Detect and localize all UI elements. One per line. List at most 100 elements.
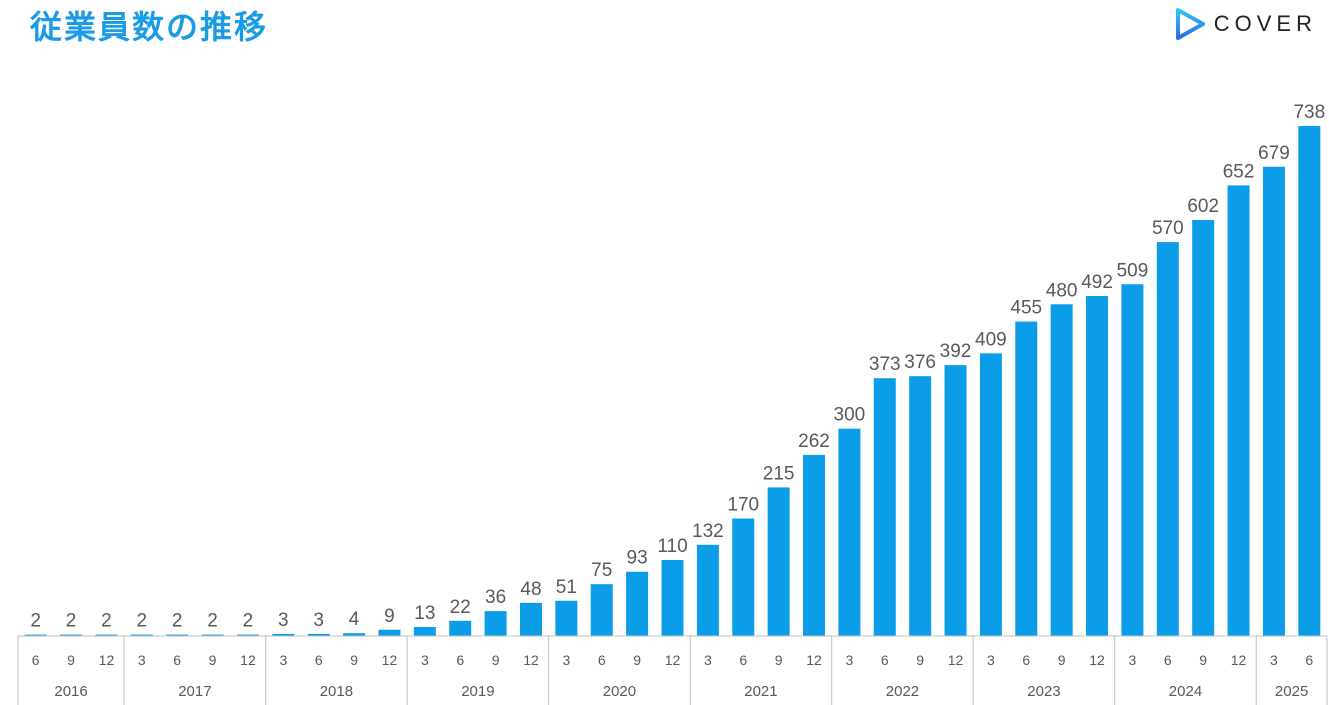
bar [1262, 166, 1285, 636]
cover-logo: COVER [1172, 6, 1317, 42]
data-label: 36 [485, 587, 506, 608]
data-label: 480 [1046, 280, 1078, 301]
data-label: 300 [834, 405, 866, 426]
bar [909, 376, 932, 636]
data-label: 409 [975, 329, 1007, 350]
bar [1227, 185, 1250, 636]
year-label: 2021 [744, 683, 777, 700]
month-tick-label: 6 [173, 652, 181, 668]
bar [1192, 219, 1215, 637]
month-tick-label: 12 [523, 652, 539, 668]
data-label: 602 [1187, 196, 1219, 217]
play-triangle-icon [1175, 8, 1205, 40]
month-tick-label: 9 [209, 652, 217, 668]
data-label: 93 [627, 548, 648, 569]
bar [236, 634, 259, 636]
year-label: 2022 [886, 683, 919, 700]
bar [449, 620, 472, 636]
data-label: 9 [384, 606, 395, 627]
month-tick-label: 6 [739, 652, 747, 668]
bar [1015, 321, 1038, 636]
month-tick-label: 3 [562, 652, 570, 668]
data-label: 13 [414, 603, 435, 624]
month-tick-label: 6 [32, 652, 40, 668]
month-tick-label: 6 [1022, 652, 1030, 668]
bar [661, 559, 684, 636]
bar [378, 629, 401, 636]
bar [519, 602, 542, 636]
month-tick-label: 9 [492, 652, 500, 668]
bar [1156, 242, 1179, 636]
bar [696, 544, 719, 636]
data-label: 373 [869, 354, 901, 375]
data-label: 2 [207, 611, 218, 632]
data-label: 262 [798, 431, 830, 452]
year-label: 2023 [1027, 683, 1060, 700]
data-label: 51 [556, 577, 577, 598]
bar [166, 634, 189, 636]
bar [626, 571, 649, 636]
month-tick-label: 9 [1058, 652, 1066, 668]
month-tick-label: 9 [775, 652, 783, 668]
month-tick-label: 6 [881, 652, 889, 668]
data-label: 2 [243, 611, 254, 632]
month-tick-label: 6 [1164, 652, 1172, 668]
bar [873, 378, 896, 636]
data-label: 392 [940, 341, 972, 362]
bar [95, 634, 118, 636]
year-label: 2024 [1169, 683, 1202, 700]
bar [343, 633, 366, 636]
year-label: 2025 [1275, 683, 1308, 700]
bar [979, 353, 1002, 636]
page-title: 従業員数の推移 [30, 8, 269, 46]
data-label: 679 [1258, 143, 1290, 164]
month-tick-label: 3 [279, 652, 287, 668]
month-tick-label: 6 [456, 652, 464, 668]
data-label: 75 [591, 560, 612, 581]
month-tick-label: 6 [598, 652, 606, 668]
month-tick-label: 12 [1231, 652, 1247, 668]
month-tick-label: 12 [240, 652, 256, 668]
data-label: 652 [1223, 161, 1255, 182]
data-label: 132 [692, 521, 724, 542]
data-label: 215 [763, 463, 795, 484]
logo-text: COVER [1213, 11, 1317, 36]
year-label: 2018 [320, 683, 353, 700]
month-tick-label: 6 [315, 652, 323, 668]
data-label: 4 [349, 609, 360, 630]
data-label: 3 [313, 610, 324, 631]
data-label: 570 [1152, 218, 1184, 239]
month-tick-label: 12 [948, 652, 964, 668]
data-label: 2 [137, 611, 148, 632]
month-tick-label: 3 [845, 652, 853, 668]
month-tick-label: 9 [350, 652, 358, 668]
month-tick-label: 3 [704, 652, 712, 668]
bar [944, 365, 967, 636]
data-label: 48 [520, 579, 541, 600]
bar [24, 634, 47, 636]
bar [1121, 284, 1144, 636]
bar [307, 633, 330, 636]
data-label: 2 [172, 611, 183, 632]
data-label: 2 [66, 611, 77, 632]
bar [60, 634, 83, 636]
month-tick-label: 3 [421, 652, 429, 668]
year-label: 2019 [461, 683, 494, 700]
data-label: 110 [657, 536, 687, 557]
month-tick-label: 3 [987, 652, 995, 668]
month-tick-label: 9 [1199, 652, 1207, 668]
month-tick-label: 12 [665, 652, 681, 668]
month-tick-label: 12 [382, 652, 398, 668]
bar [1298, 126, 1321, 636]
month-tick-label: 12 [806, 652, 822, 668]
data-label: 492 [1081, 272, 1113, 293]
bar [767, 487, 790, 636]
month-tick-label: 9 [67, 652, 75, 668]
bar [555, 600, 578, 636]
bar [272, 633, 295, 636]
bar [201, 634, 224, 636]
data-label: 2 [30, 611, 41, 632]
month-tick-label: 3 [1129, 652, 1137, 668]
bar [130, 634, 153, 636]
